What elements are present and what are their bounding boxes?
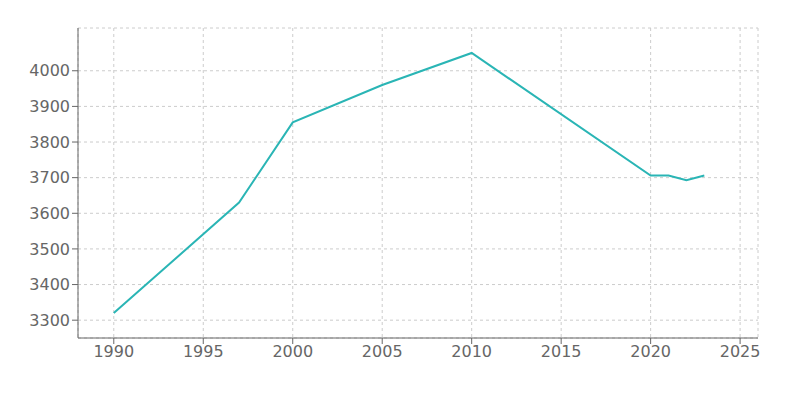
svg-text:1990: 1990 — [93, 342, 134, 361]
svg-text:2020: 2020 — [630, 342, 671, 361]
svg-text:2010: 2010 — [451, 342, 492, 361]
svg-text:3700: 3700 — [29, 168, 70, 187]
svg-text:3500: 3500 — [29, 240, 70, 259]
svg-text:3400: 3400 — [29, 275, 70, 294]
svg-text:3300: 3300 — [29, 311, 70, 330]
svg-text:1995: 1995 — [183, 342, 224, 361]
svg-text:3900: 3900 — [29, 97, 70, 116]
svg-text:4000: 4000 — [29, 61, 70, 80]
svg-text:2025: 2025 — [720, 342, 761, 361]
svg-text:3600: 3600 — [29, 204, 70, 223]
svg-text:2015: 2015 — [541, 342, 582, 361]
svg-text:2005: 2005 — [362, 342, 403, 361]
svg-text:2000: 2000 — [272, 342, 313, 361]
svg-text:3800: 3800 — [29, 133, 70, 152]
